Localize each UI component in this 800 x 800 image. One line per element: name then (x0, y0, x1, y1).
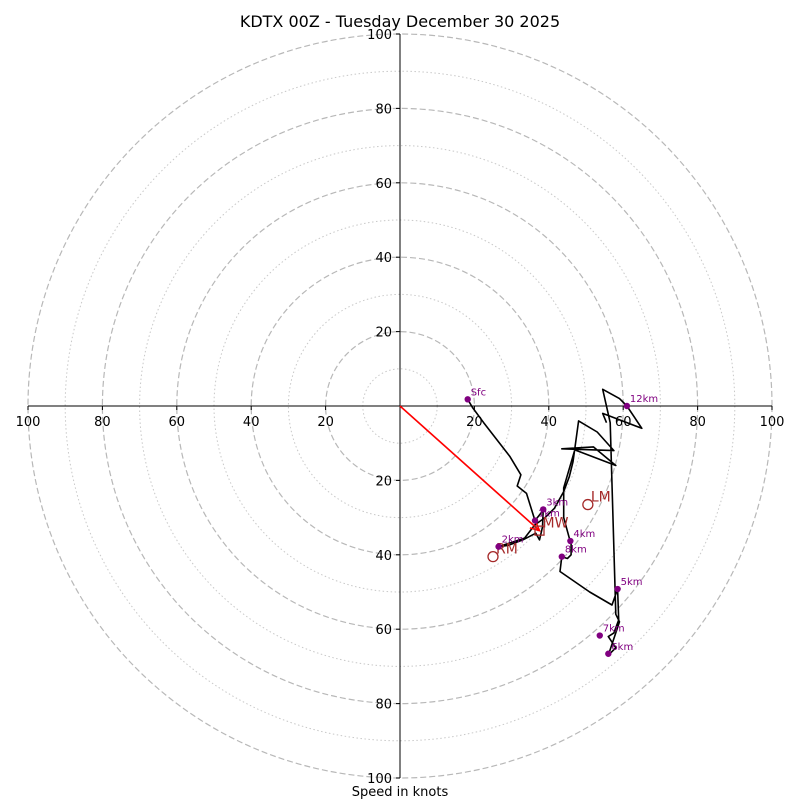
tick-labels: 100 80 60 40 20 20 40 60 80 100 100 80 60 40 20 20 40 60 8… (16, 28, 785, 787)
y-tick-label: 20 (375, 326, 392, 341)
y-tick-label: 60 (375, 623, 392, 638)
height-label-12km: 12km (630, 394, 658, 405)
shear-vector-line (399, 405, 541, 532)
motion-label-lm: LM (591, 490, 611, 506)
height-marker-4km (567, 537, 574, 545)
height-label-2km: 2km (502, 535, 524, 546)
motion-marker-rm (487, 551, 499, 563)
height-markers: Sfc 1km 2km 3km 4km 5km 6km 7km 8km 12km (464, 387, 658, 657)
height-marker-7km (596, 632, 603, 639)
height-marker-12km (623, 402, 631, 410)
height-marker-1km (531, 517, 539, 524)
x-tick-label: 20 (466, 415, 483, 430)
y-tick-label: 40 (375, 251, 392, 266)
x-tick-label: 100 (16, 415, 41, 430)
x-tick-label: 40 (541, 415, 558, 430)
x-tick-label: 60 (615, 415, 632, 430)
height-label-8km: 8km (565, 545, 587, 556)
height-marker-6km (605, 650, 612, 657)
x-tick-label: 40 (243, 415, 260, 430)
y-tick-label: 80 (375, 698, 392, 713)
motion-marker-mw (534, 525, 545, 536)
x-tick-label: 60 (169, 415, 186, 430)
height-label-6km: 6km (611, 642, 633, 653)
x-tick-label: 100 (760, 415, 785, 430)
y-tick-label: 20 (375, 474, 392, 489)
height-marker-5km (614, 585, 621, 593)
x-tick-label: 20 (317, 415, 334, 430)
x-tick-label: 80 (689, 415, 706, 430)
height-label-sfc: Sfc (471, 387, 486, 398)
height-label-4km: 4km (573, 529, 595, 540)
chart-title: KDTX 00Z - Tuesday December 30 2025 (240, 12, 560, 31)
y-tick-label: 40 (375, 549, 392, 564)
motion-label-mw: MW (543, 516, 569, 532)
y-tick-label: 80 (375, 102, 392, 117)
x-axis-label: Speed in knots (352, 785, 449, 800)
height-marker-2km (495, 543, 502, 550)
height-marker-sfc (464, 396, 471, 403)
shear-vector-arrowhead (529, 521, 541, 532)
x-tick-label: 80 (94, 415, 111, 430)
height-label-7km: 7km (603, 624, 625, 635)
motion-marker-lm (582, 498, 594, 511)
shear-vector (399, 405, 541, 532)
height-label-5km: 5km (621, 577, 643, 588)
height-label-3km: 3km (546, 497, 568, 508)
height-marker-3km (540, 506, 547, 513)
height-label-1km: 1km (538, 509, 560, 520)
height-marker-8km (558, 553, 566, 560)
y-tick-label: 60 (375, 177, 392, 192)
y-tick-label: 100 (367, 28, 392, 43)
y-tick-label: 100 (367, 772, 392, 787)
